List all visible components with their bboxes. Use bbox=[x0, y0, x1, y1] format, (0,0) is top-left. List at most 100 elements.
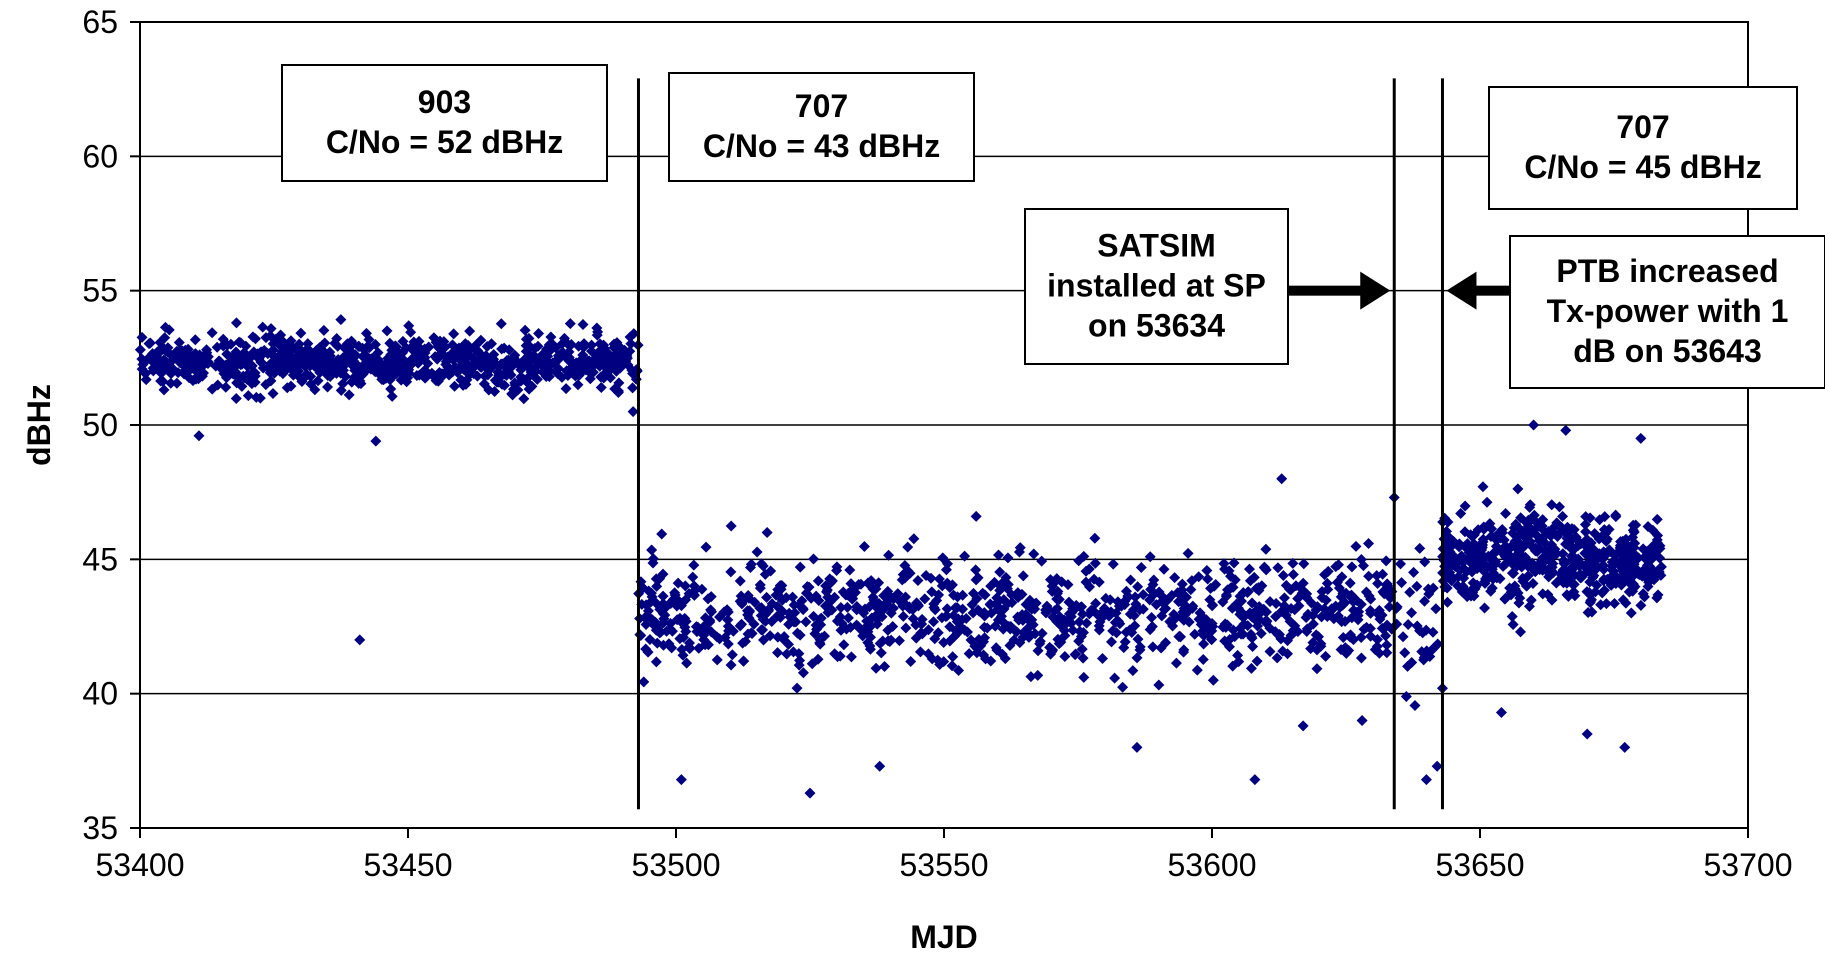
data-point bbox=[1446, 534, 1458, 546]
data-point bbox=[1255, 627, 1267, 639]
data-point bbox=[1481, 496, 1493, 508]
annotation-arrows bbox=[1274, 271, 1542, 310]
data-point bbox=[865, 620, 877, 632]
data-point bbox=[1570, 531, 1582, 543]
data-point bbox=[601, 349, 613, 361]
data-point bbox=[1293, 600, 1305, 612]
data-point bbox=[1473, 542, 1485, 554]
data-point bbox=[1574, 568, 1586, 580]
data-point bbox=[847, 592, 859, 604]
data-point bbox=[172, 367, 184, 379]
data-point bbox=[1310, 629, 1322, 641]
data-point bbox=[1113, 615, 1125, 627]
data-point bbox=[1353, 606, 1365, 618]
data-point bbox=[1335, 591, 1347, 603]
data-point bbox=[885, 591, 897, 603]
data-point bbox=[1221, 619, 1233, 631]
data-point bbox=[845, 651, 857, 663]
data-point bbox=[1365, 630, 1377, 642]
data-point bbox=[745, 558, 757, 570]
data-point bbox=[529, 343, 541, 355]
data-point bbox=[1360, 586, 1372, 598]
data-point bbox=[1444, 567, 1456, 579]
data-point bbox=[691, 626, 703, 638]
x-tick-label: 53700 bbox=[1704, 847, 1793, 883]
data-point bbox=[1131, 741, 1143, 753]
data-point bbox=[981, 622, 993, 634]
data-point bbox=[1144, 594, 1156, 606]
data-point bbox=[529, 350, 541, 362]
data-point bbox=[395, 374, 407, 386]
data-point bbox=[1321, 577, 1333, 589]
data-point bbox=[1538, 555, 1550, 567]
data-point bbox=[1002, 552, 1014, 564]
data-point bbox=[1132, 581, 1144, 593]
data-point bbox=[247, 331, 259, 343]
data-point bbox=[680, 625, 692, 637]
data-point bbox=[385, 383, 397, 395]
data-point bbox=[1395, 558, 1407, 570]
data-point bbox=[1496, 523, 1508, 535]
data-point bbox=[285, 380, 297, 392]
data-point bbox=[706, 606, 718, 618]
data-point bbox=[319, 337, 331, 349]
data-point bbox=[352, 340, 364, 352]
data-point bbox=[158, 384, 170, 396]
data-point bbox=[1238, 618, 1250, 630]
data-point bbox=[403, 320, 415, 332]
data-point bbox=[1220, 589, 1232, 601]
data-point bbox=[886, 603, 898, 615]
data-point bbox=[771, 610, 783, 622]
annotation-line: on 53634 bbox=[1088, 308, 1225, 344]
data-point bbox=[808, 610, 820, 622]
data-point bbox=[883, 549, 895, 561]
data-point bbox=[1542, 588, 1554, 600]
data-point bbox=[881, 598, 893, 610]
data-point bbox=[573, 340, 585, 352]
data-point bbox=[1109, 672, 1121, 684]
data-point bbox=[1260, 564, 1272, 576]
data-point bbox=[1045, 648, 1057, 660]
data-point bbox=[1017, 570, 1029, 582]
data-point bbox=[812, 575, 824, 587]
data-point bbox=[1418, 595, 1430, 607]
data-point bbox=[776, 594, 788, 606]
data-point bbox=[1316, 592, 1328, 604]
data-point bbox=[1032, 669, 1044, 681]
data-point bbox=[1479, 602, 1491, 614]
data-point bbox=[410, 342, 422, 354]
data-point bbox=[990, 642, 1002, 654]
data-point bbox=[1183, 616, 1195, 628]
data-point bbox=[1355, 554, 1367, 566]
data-point bbox=[302, 338, 314, 350]
data-point bbox=[1166, 589, 1178, 601]
data-point bbox=[1500, 507, 1512, 519]
data-point bbox=[910, 632, 922, 644]
data-point bbox=[1562, 572, 1574, 584]
data-point bbox=[1427, 626, 1439, 638]
data-point bbox=[970, 564, 982, 576]
data-point bbox=[640, 613, 652, 625]
data-point bbox=[1350, 540, 1362, 552]
data-point bbox=[705, 591, 717, 603]
data-point bbox=[1369, 644, 1381, 656]
data-point bbox=[1616, 549, 1628, 561]
data-point bbox=[1625, 607, 1637, 619]
data-point bbox=[1642, 521, 1654, 533]
data-point bbox=[1627, 519, 1639, 531]
data-point bbox=[900, 622, 912, 634]
data-point bbox=[1126, 626, 1138, 638]
data-point bbox=[1624, 586, 1636, 598]
data-point bbox=[814, 637, 826, 649]
data-point bbox=[925, 572, 937, 584]
data-point bbox=[897, 600, 909, 612]
data-point bbox=[1041, 600, 1053, 612]
data-point bbox=[206, 383, 218, 395]
data-point bbox=[1146, 612, 1158, 624]
data-point bbox=[725, 566, 737, 578]
data-point bbox=[860, 626, 872, 638]
data-point bbox=[804, 787, 816, 799]
data-point bbox=[844, 564, 856, 576]
data-point bbox=[134, 344, 146, 356]
data-point bbox=[794, 654, 806, 666]
